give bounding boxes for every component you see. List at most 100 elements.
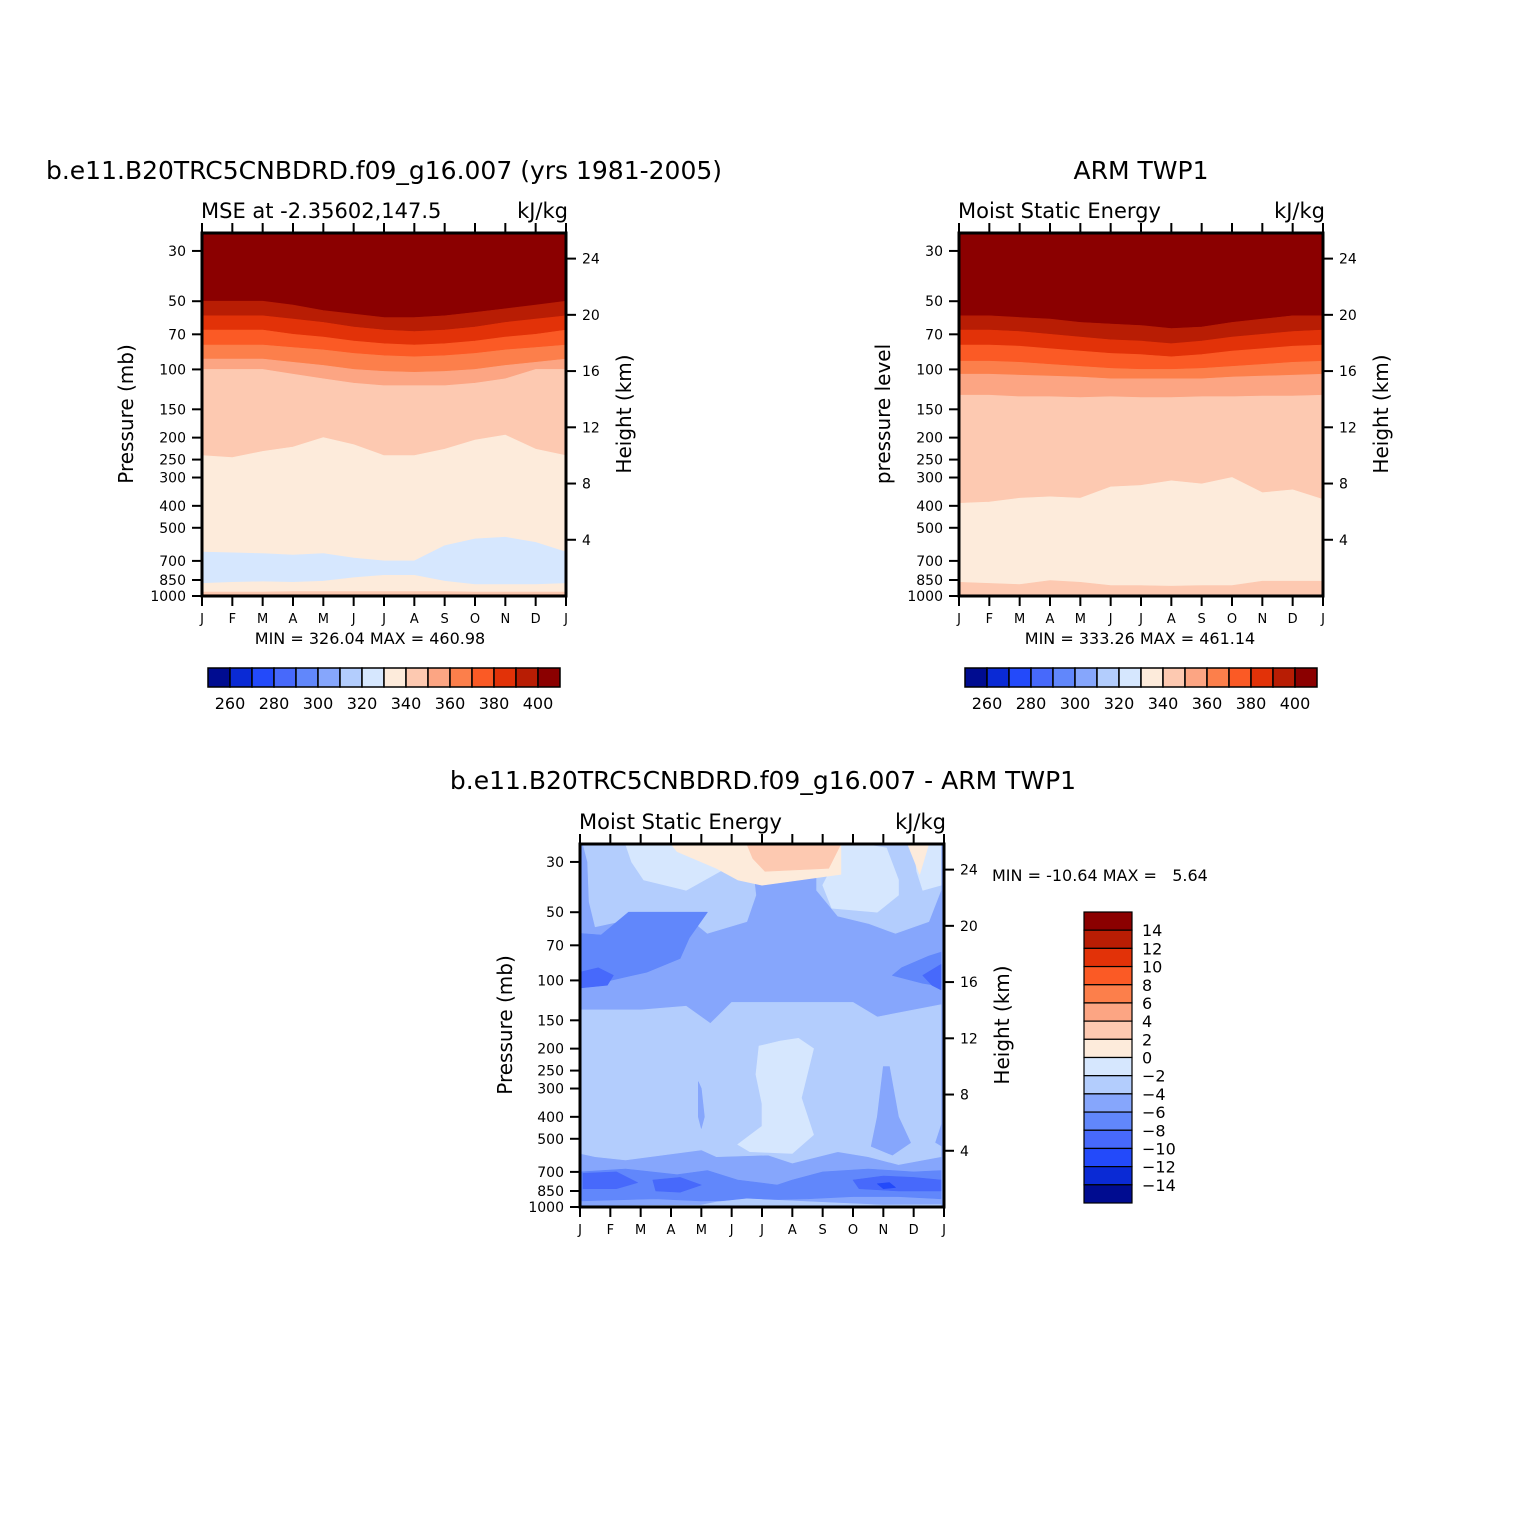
model-x-tick-label: A	[410, 612, 419, 627]
obs-y-right-tick-label: 16	[1339, 364, 1357, 380]
diff-contour-patch-10	[580, 967, 614, 989]
model-x-tick-label: F	[229, 612, 236, 627]
diff-y-tick-label: 70	[546, 938, 564, 954]
diff-contours	[580, 844, 944, 1207]
diff-x-tick-label: J	[941, 1223, 946, 1238]
model-x-tick-label: D	[531, 612, 541, 627]
model-y-tick-label: 1000	[150, 589, 186, 605]
obs-y-tick-label: 70	[925, 327, 943, 343]
obs-x-tick-label: S	[1198, 612, 1206, 627]
diff-colorbar-box	[1083, 1002, 1133, 1022]
diff-y-right-tick-label: 12	[960, 1031, 978, 1047]
model-colorbar-box	[537, 667, 561, 688]
obs-colorbar-box	[1052, 667, 1076, 688]
panel-model-colorbar: 260 280 300 320 340 360 380 400	[207, 667, 561, 713]
model-y-tick-label: 200	[159, 431, 186, 447]
obs-y-tick-label: 200	[916, 431, 943, 447]
panel-diff: b.e11.B20TRC5CNBDRD.f09_g16.007 - ARM TW…	[450, 766, 1208, 1238]
panel-diff-minmax: MIN = -10.64 MAX = 5.64	[992, 866, 1208, 885]
panel-obs-title: ARM TWP1	[1074, 156, 1209, 185]
obs-y-right-tick-label: 12	[1339, 420, 1357, 436]
obs-colorbar-box	[1250, 667, 1274, 688]
model-y-tick-label: 300	[159, 471, 186, 487]
model-colorbar-box	[471, 667, 495, 688]
model-y-tick-label: 150	[159, 402, 186, 418]
diff-contour-patch-16	[580, 1168, 942, 1202]
diff-x-tick-label: A	[788, 1223, 797, 1238]
obs-y-right-tick-label: 24	[1339, 252, 1357, 268]
diff-y-tick-label: 250	[537, 1064, 564, 1080]
obs-y-tick-label: 700	[916, 554, 943, 570]
diff-x-tick-label: O	[848, 1223, 858, 1238]
obs-x-tick-label: J	[1108, 612, 1113, 627]
diff-x-tick-label: M	[635, 1223, 646, 1238]
obs-x-tick-label: J	[1138, 612, 1143, 627]
diff-colorbar-box	[1083, 1093, 1133, 1113]
diff-colorbar-label: 14	[1142, 921, 1162, 940]
obs-y-right-tick-label: 4	[1339, 533, 1348, 549]
diff-colorbar-box	[1083, 1166, 1133, 1186]
diff-colorbar-box	[1083, 984, 1133, 1004]
diff-y-tick-label: 850	[537, 1184, 564, 1200]
diff-x-tick-label: J	[577, 1223, 582, 1238]
model-x-tick-label: O	[470, 612, 480, 627]
model-colorbar-box	[515, 667, 539, 688]
model-colorbar-label: 400	[523, 694, 554, 713]
model-colorbar-label: 320	[347, 694, 378, 713]
diff-y-tick-label: 50	[546, 905, 564, 921]
diff-colorbar-box	[1083, 947, 1133, 968]
diff-contour-patch-13	[737, 1038, 814, 1154]
obs-y-tick-label: 1000	[907, 589, 943, 605]
diff-colorbar-label: −12	[1142, 1158, 1176, 1177]
model-x-tick-label: J	[563, 612, 568, 627]
obs-colorbar-box	[1030, 667, 1054, 688]
obs-colorbar-box	[1206, 667, 1230, 688]
diff-x-tick-label: F	[607, 1223, 614, 1238]
model-colorbar-box	[317, 667, 341, 688]
obs-colorbar-box	[1008, 667, 1032, 688]
obs-contours	[959, 233, 1323, 596]
obs-y-right-tick-label: 8	[1339, 477, 1348, 493]
panel-diff-title: b.e11.B20TRC5CNBDRD.f09_g16.007 - ARM TW…	[450, 766, 1076, 795]
diff-x-tick-label: M	[696, 1223, 707, 1238]
model-colorbar-box	[493, 667, 517, 688]
model-colorbar-box	[427, 667, 451, 688]
panel-obs-plot: J F M A M J J A S O N D J 30 50 70 100 150 200 250 300 400 500…	[907, 223, 1357, 627]
model-y-tick-label: 500	[159, 521, 186, 537]
model-colorbar-box	[251, 667, 275, 688]
obs-colorbar-label: 320	[1104, 694, 1135, 713]
obs-y-right-tick-label: 20	[1339, 308, 1357, 324]
panel-model-title: b.e11.B20TRC5CNBDRD.f09_g16.007 (yrs 198…	[46, 156, 722, 185]
obs-x-tick-label: J	[1320, 612, 1325, 627]
model-y-right-tick-label: 4	[582, 533, 591, 549]
obs-x-tick-label: F	[986, 612, 993, 627]
obs-x-tick-label: M	[1075, 612, 1086, 627]
panel-diff-subtitle-right: kJ/kg	[895, 810, 946, 834]
diff-colorbar-box	[1083, 1111, 1133, 1131]
diff-y-tick-label: 700	[537, 1165, 564, 1181]
diff-x-tick-label: S	[819, 1223, 827, 1238]
model-colorbar-box	[339, 667, 363, 688]
obs-colorbar-box	[964, 667, 988, 688]
obs-contour-band-0	[959, 233, 1323, 329]
model-colorbar-label: 380	[479, 694, 510, 713]
diff-x-tick-label: D	[909, 1223, 919, 1238]
model-colorbar-box	[207, 667, 231, 688]
obs-colorbar-box	[1140, 667, 1164, 688]
diff-contour-patch-11	[922, 964, 942, 991]
model-colorbar-box	[449, 667, 473, 688]
diff-colorbar-label: 6	[1142, 994, 1152, 1013]
obs-y-tick-label: 250	[916, 453, 943, 469]
obs-y-tick-label: 400	[916, 499, 943, 515]
obs-colorbar-label: 340	[1148, 694, 1179, 713]
model-contour-band-10	[202, 591, 566, 595]
obs-colorbar-box	[1162, 667, 1186, 688]
model-x-tick-label: J	[381, 612, 386, 627]
obs-x-tick-label: M	[1014, 612, 1025, 627]
diff-colorbar-label: −4	[1142, 1085, 1166, 1104]
model-y-tick-label: 100	[159, 362, 186, 378]
obs-colorbar-box	[986, 667, 1010, 688]
diff-contour-patch-14	[697, 1081, 705, 1129]
